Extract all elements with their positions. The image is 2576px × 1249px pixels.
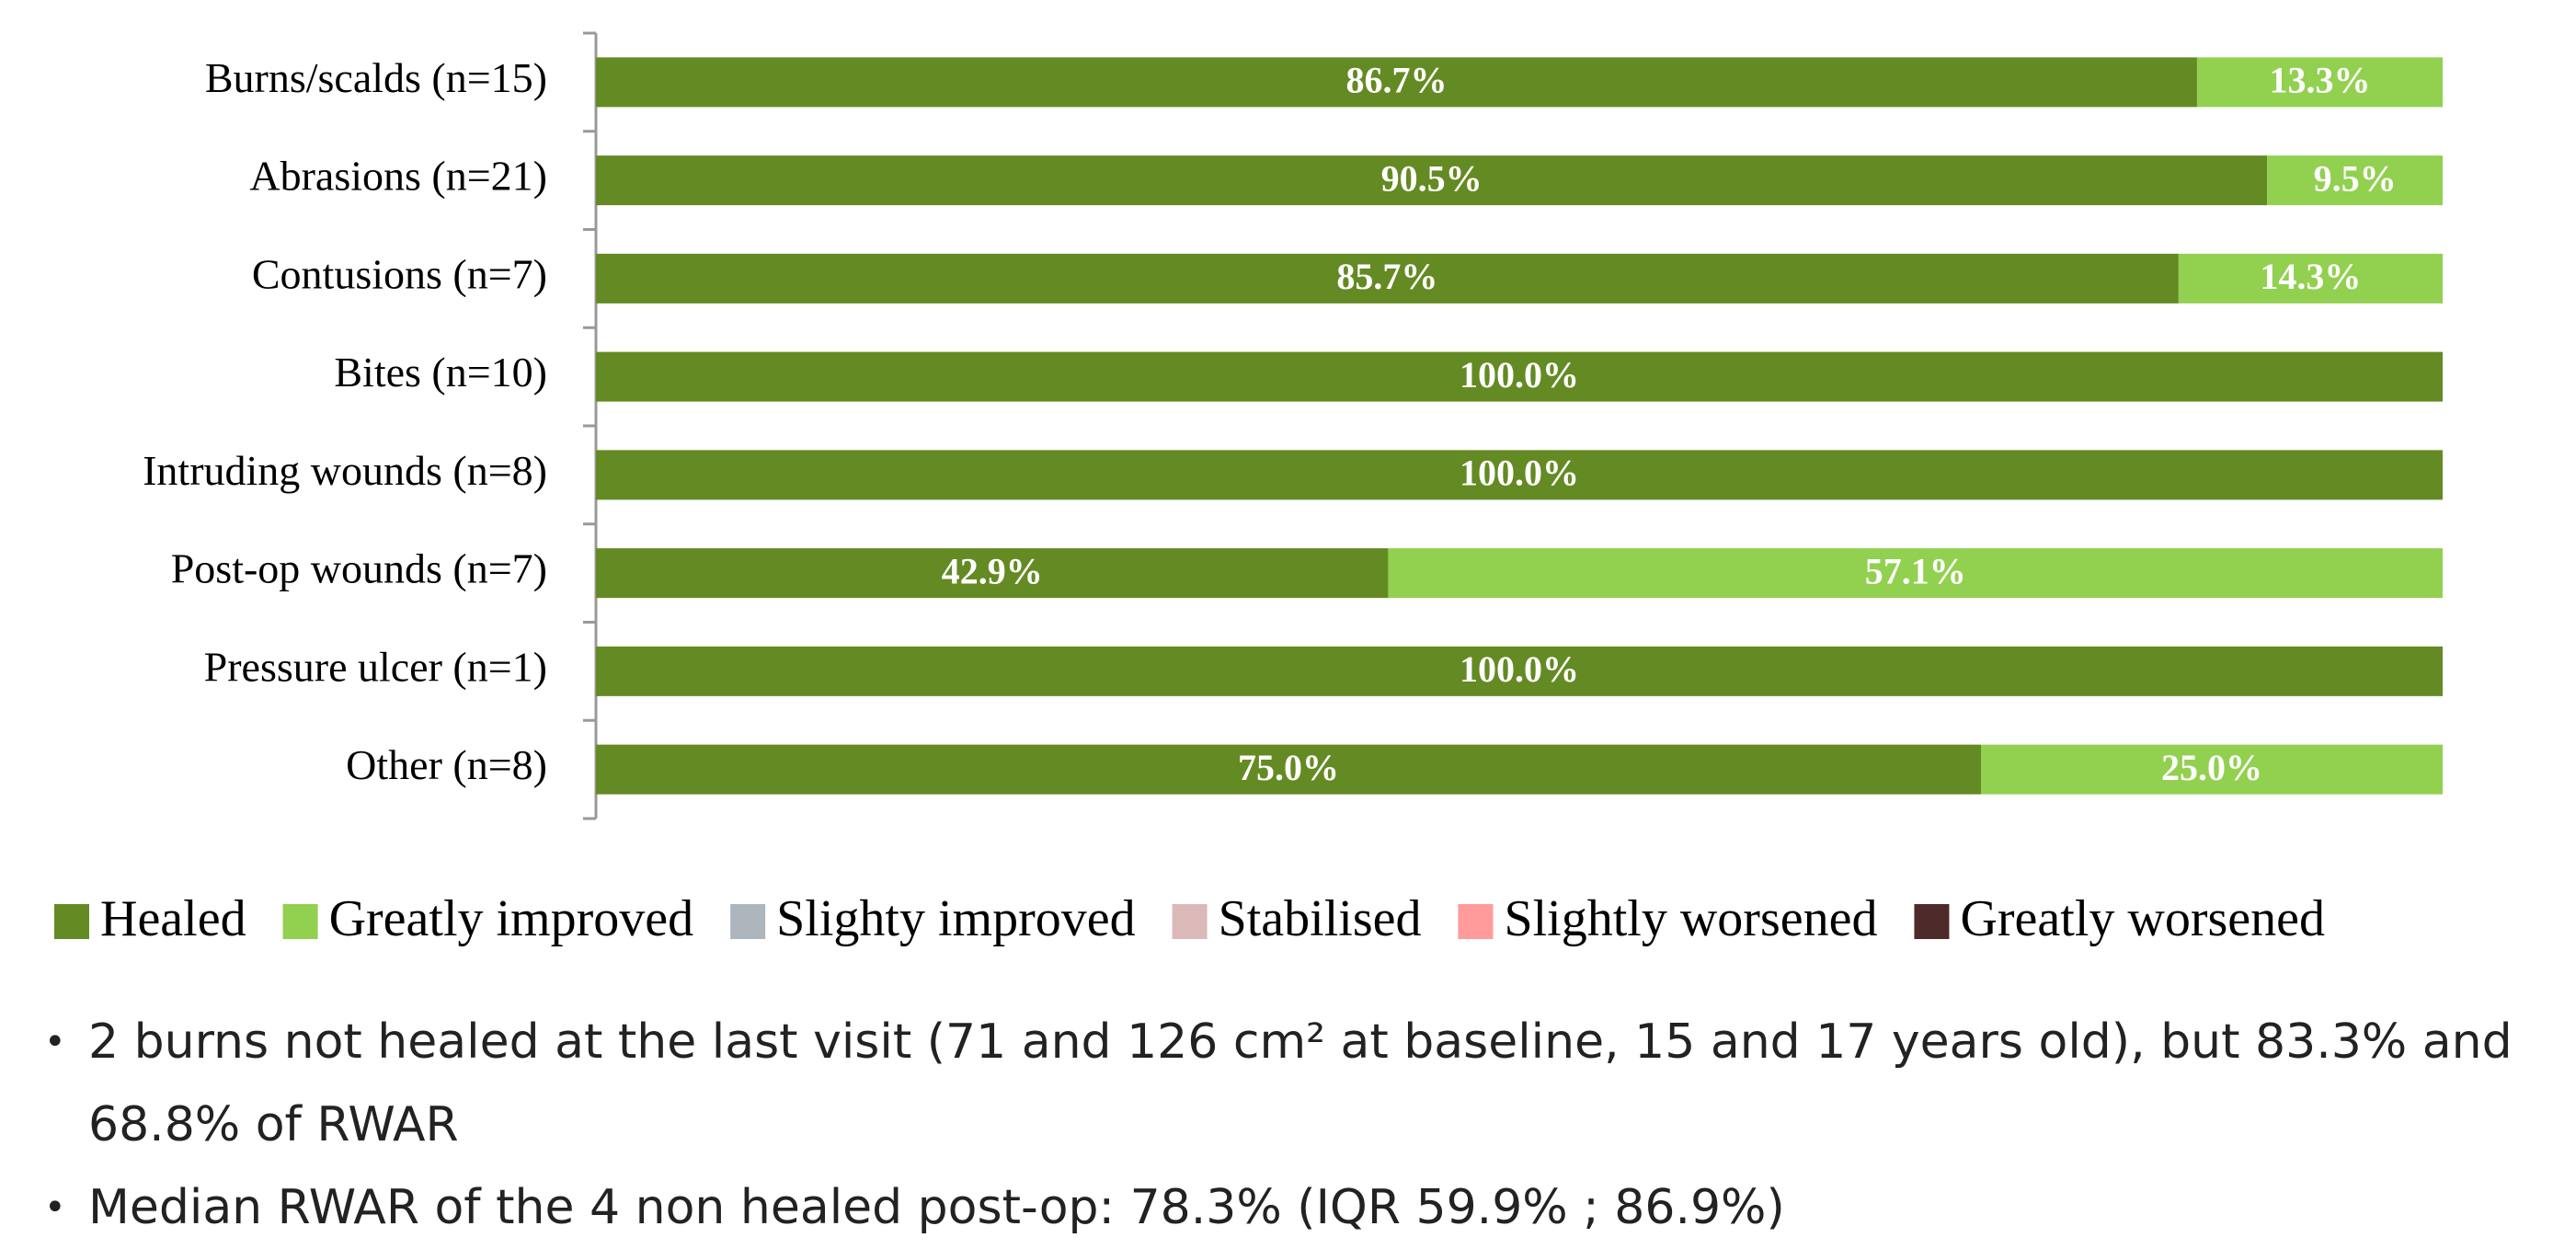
bar-segment (596, 351, 2443, 402)
bar-segment (596, 744, 1981, 795)
legend-swatch (730, 904, 766, 939)
legend-label: Greatly worsened (1960, 890, 2325, 947)
data-label: 9.5% (2314, 157, 2397, 199)
legend-label: Slighty improved (776, 890, 1135, 947)
data-label: 14.3% (2260, 256, 2361, 297)
y-tick-label: Bites (n=10) (334, 349, 547, 395)
notes: 2 burns not healed at the last visit (71… (37, 1001, 2575, 1249)
legend-label: Greatly improved (329, 890, 694, 947)
y-tick-label: Other (n=8) (346, 741, 547, 788)
legend-swatch (282, 904, 318, 939)
data-label: 90.5% (1381, 157, 1483, 199)
y-tick-label: Abrasions (n=21) (249, 153, 547, 200)
data-label: 100.0% (1460, 453, 1579, 494)
y-tick-label: Contusions (n=7) (252, 250, 547, 297)
bar-segment (596, 57, 2197, 108)
bar-segment (2267, 155, 2443, 206)
note: Median RWAR of the 4 non healed post-op:… (37, 1166, 2575, 1249)
note: 2 burns not healed at the last visit (71… (37, 1001, 2575, 1166)
data-label: 85.7% (1336, 256, 1437, 297)
y-tick-label: Intruding wounds (n=8) (143, 447, 547, 494)
data-label: 75.0% (1238, 747, 1339, 788)
legend-label: Healed (100, 890, 246, 947)
data-label: 13.3% (2269, 60, 2370, 101)
legend-swatch (1458, 904, 1494, 939)
bar-segment (596, 646, 2443, 696)
legend-swatch (1914, 904, 1950, 939)
legend-swatch (54, 904, 89, 939)
bar-segment (596, 155, 2268, 206)
bar-segment (596, 450, 2443, 500)
data-label: 86.7% (1345, 60, 1447, 101)
data-label: 100.0% (1460, 648, 1579, 690)
data-label: 57.1% (1865, 550, 1966, 591)
y-tick-label: Pressure ulcer (n=1) (204, 643, 547, 690)
bar-segment (1388, 548, 2443, 599)
bar-segment (2196, 57, 2443, 108)
data-label: 42.9% (942, 550, 1043, 591)
bar-segment (596, 548, 1389, 599)
bar-segment (1981, 744, 2443, 795)
bar-segment (596, 253, 2179, 304)
bar-segment (2178, 253, 2443, 304)
data-label: 25.0% (2161, 747, 2262, 788)
legend-label: Slightly worsened (1504, 890, 1877, 947)
chart: Burns/scalds (n=15) 86.7% 13.3% Abrasions (… (54, 31, 2443, 947)
data-label: 100.0% (1460, 354, 1579, 395)
legend-swatch (1172, 904, 1208, 939)
legend-label: Stabilised (1219, 890, 1422, 947)
y-tick-label: Burns/scalds (n=15) (205, 54, 547, 101)
y-tick-label: Post-op wounds (n=7) (171, 545, 547, 592)
